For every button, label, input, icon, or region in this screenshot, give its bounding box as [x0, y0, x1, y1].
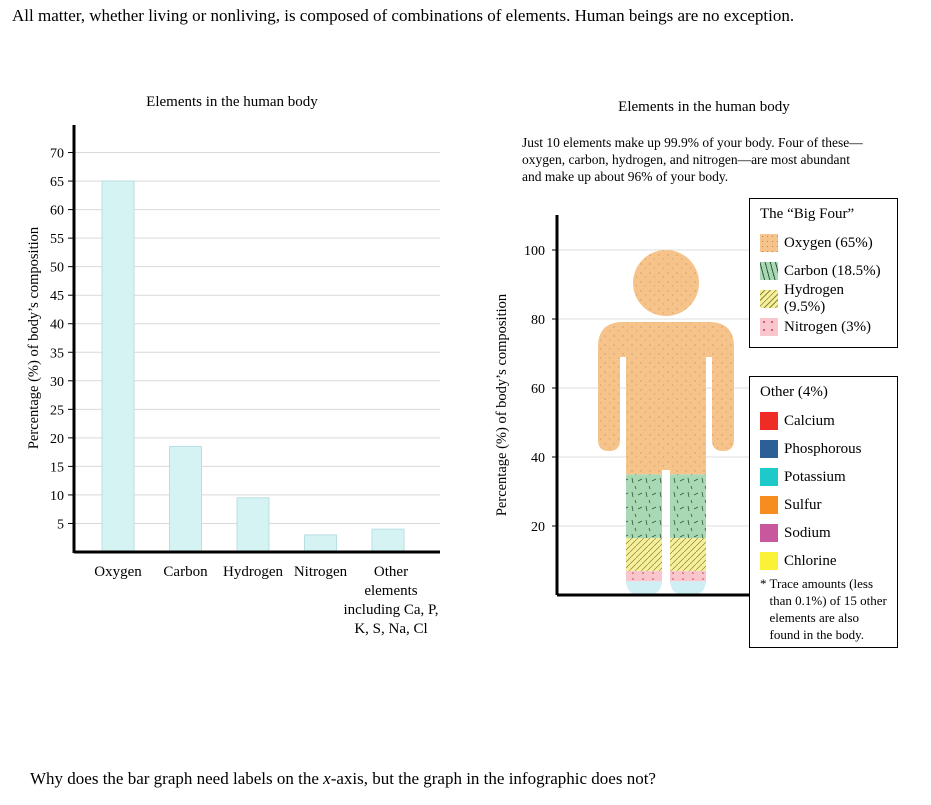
bar-y-tick-label: 50: [50, 261, 64, 276]
legend-big-four-item: Nitrogen (3%): [760, 313, 887, 341]
legend-swatch: [760, 552, 778, 570]
legend-item-label: Sodium: [784, 524, 831, 541]
bar-y-tick-label: 55: [50, 232, 64, 247]
bar-hydrogen: [236, 497, 270, 553]
question-axis-letter: x: [323, 769, 331, 788]
bar-y-tick-label: 25: [50, 403, 64, 418]
bar-category-label: including Ca, P,: [343, 602, 438, 618]
legend-item-label: Calcium: [784, 412, 835, 429]
bar-chart: Elements in the human body 5 10 15 20 25 30 35 4…: [26, 94, 440, 637]
fig-y-tick-label: 40: [531, 451, 545, 466]
bar-other: [371, 528, 405, 553]
body-segment-oxygen: [598, 250, 734, 475]
legend-item-label: Phosphorous: [784, 440, 862, 457]
legend-item-label: Carbon (18.5%): [784, 262, 881, 279]
legend-swatch: [760, 468, 778, 486]
bar-category-label: Carbon: [163, 564, 208, 580]
bar-category-label: Hydrogen: [223, 564, 283, 580]
bar-nitrogen: [304, 534, 337, 553]
legend-swatch: [760, 234, 778, 252]
legend-big-four-item: Carbon (18.5%): [760, 257, 887, 285]
legend-big-four-item: Hydrogen (9.5%): [760, 282, 887, 315]
trace-note-star: *: [760, 576, 767, 591]
trace-note: * Trace amounts (less than 0.1%) of 15 o…: [760, 575, 887, 643]
legend-other-title: Other (4%): [760, 384, 828, 400]
legend-big-four-title: The “Big Four”: [760, 206, 855, 222]
legend-item-label: Chlorine: [784, 552, 837, 569]
bar-category-label: elements: [364, 583, 417, 599]
bar-y-tick-label: 60: [50, 204, 64, 219]
trace-note-text: Trace amounts (less than 0.1%) of 15 oth…: [769, 576, 887, 642]
body-segment-nitrogen: [598, 570, 734, 582]
legend-swatch: [760, 318, 778, 336]
intro-text: All matter, whether living or nonliving,…: [12, 6, 795, 25]
bar-oxygen: [101, 180, 135, 553]
legend-item-label: Hydrogen (9.5%): [784, 282, 844, 315]
bar-category-label: K, S, Na, Cl: [354, 621, 427, 637]
legend-other-item: Phosphorous: [760, 435, 887, 463]
bar-y-tick-label: 30: [50, 375, 64, 390]
fig-y-tick-label: 60: [531, 382, 545, 397]
legend-item-label: Nitrogen (3%): [784, 318, 872, 335]
legend-item-label: Potassium: [784, 468, 846, 485]
fig-y-tick-label: 100: [524, 244, 545, 259]
bar-y-tick-label: 15: [50, 460, 64, 475]
bar-y-tick-label: 5: [57, 517, 64, 532]
bar-y-tick-label: 70: [50, 147, 64, 162]
question-text-end: -axis, but the graph in the infographic …: [330, 769, 656, 788]
question-text: Why does the bar graph need labels on th…: [30, 769, 656, 789]
human-body-figure: [598, 250, 734, 595]
legend-other-item: Sulfur: [760, 491, 887, 519]
legend-other-item: Calcium: [760, 407, 887, 435]
legend-item-label: Oxygen (65%): [784, 234, 873, 251]
legend-other-item: Chlorine: [760, 547, 887, 575]
question-text-start: Why does the bar graph need labels on th…: [30, 769, 324, 788]
infographic-description: Just 10 elements make up 99.9% of your b…: [522, 135, 863, 184]
legend-swatch: [760, 290, 778, 308]
legend-swatch: [760, 496, 778, 514]
legend-swatch: [760, 262, 778, 280]
bar-category-label: Other: [374, 564, 408, 580]
bar-chart-title: Elements in the human body: [146, 94, 318, 110]
legend-other-item: Sodium: [760, 519, 887, 547]
bar-category-label: Oxygen: [94, 564, 142, 580]
legend-item-label: Sulfur: [784, 496, 822, 513]
legend-swatch: [760, 440, 778, 458]
fig-y-tick-label: 80: [531, 313, 545, 328]
fig-y-tick-label: 20: [531, 520, 545, 535]
legend-swatch: [760, 412, 778, 430]
bar-y-axis-label: Percentage (%) of body’s composition: [26, 226, 42, 449]
legend-swatch: [760, 524, 778, 542]
body-segment-other: [598, 581, 734, 595]
bar-y-tick-label: 20: [50, 432, 64, 447]
bar-y-tick-label: 65: [50, 175, 64, 190]
bar-carbon: [169, 445, 202, 553]
body-segment-carbon: [598, 474, 734, 539]
bar-y-tick-label: 35: [50, 346, 64, 361]
body-segment-hydrogen: [598, 538, 734, 571]
legend-other-item: Potassium: [760, 463, 887, 491]
legend-big-four-item: Oxygen (65%): [760, 229, 887, 257]
fig-y-axis-label: Percentage (%) of body’s composition: [494, 293, 510, 516]
bar-category-label: Nitrogen: [294, 564, 348, 580]
bar-y-tick-label: 10: [50, 489, 64, 504]
infographic-title: Elements in the human body: [618, 99, 790, 115]
bar-y-tick-label: 45: [50, 289, 64, 304]
legend-other: Other (4%) Calcium Phosphorous Potassium Su…: [749, 376, 898, 648]
bar-y-tick-label: 40: [50, 318, 64, 333]
legend-big-four: The “Big Four” Oxygen (65%) Carbon (18.5%…: [749, 198, 898, 348]
